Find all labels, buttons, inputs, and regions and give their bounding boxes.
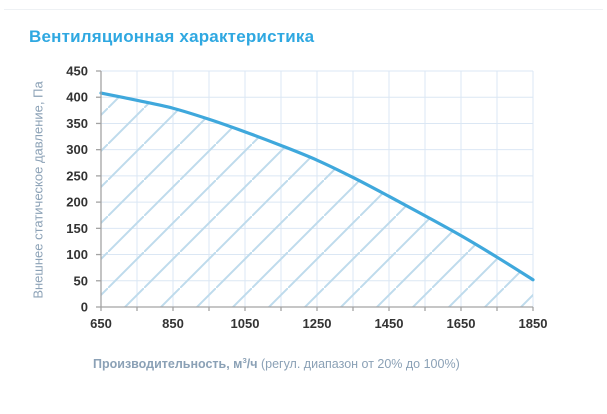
chart-title: Вентиляционная характеристика	[29, 27, 315, 46]
y-tick-label: 50	[74, 273, 88, 288]
x-axis-title-unit: /ч	[246, 357, 258, 372]
y-tick-label: 100	[66, 247, 88, 262]
x-tick-label: 650	[90, 316, 112, 331]
y-tick-label: 250	[66, 168, 88, 183]
y-tick-label: 450	[66, 64, 88, 79]
x-tick-label: 1450	[375, 316, 404, 331]
y-tick-label: 350	[66, 116, 88, 131]
y-tick-label: 400	[66, 90, 88, 105]
axes-group	[96, 70, 534, 311]
pressure-flow-curve	[99, 91, 535, 282]
y-tick-label: 200	[66, 195, 88, 210]
tick-labels-group: 650 850 1050 1250 1450 1650 1850 0 50 100 150 200 25…	[66, 64, 547, 332]
curve-group	[99, 91, 535, 282]
y-tick-label: 150	[66, 221, 88, 236]
x-tick-label: 1850	[519, 316, 548, 331]
x-tick-label: 1250	[303, 316, 332, 331]
x-axis-title-text: Производительность, м	[93, 357, 243, 372]
x-axis-title-note: (регул. диапазон от 20% до 100%)	[257, 357, 460, 372]
x-axis-title: Производительность, м3/ч (регул. диапазо…	[93, 356, 460, 371]
x-tick-label: 850	[162, 316, 184, 331]
y-axis-title: Внешнее статическое давление, Па	[30, 81, 46, 299]
x-axis-title-main: Производительность, м3/ч	[93, 356, 258, 372]
x-tick-label: 1050	[231, 316, 260, 331]
y-tick-label: 300	[66, 142, 88, 157]
hatched-area-group	[101, 93, 533, 307]
x-axis-title-sup: 3	[242, 356, 247, 365]
fan-operating-area	[101, 93, 533, 307]
top-divider	[4, 9, 603, 10]
y-tick-label: 0	[81, 300, 88, 315]
x-tick-label: 1650	[447, 316, 476, 331]
